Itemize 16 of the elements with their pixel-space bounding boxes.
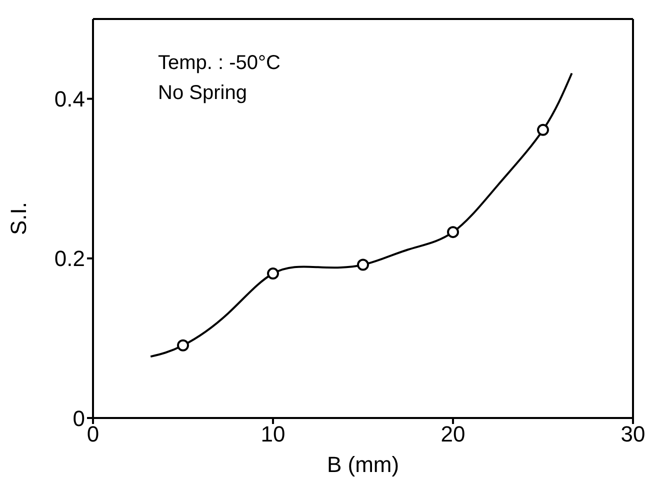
x-tick-label: 20: [440, 422, 466, 447]
y-axis-title: S.I.: [6, 202, 31, 236]
annotation: No Spring: [158, 81, 248, 106]
line-series: [150, 72, 573, 358]
point: [267, 268, 279, 280]
point: [537, 124, 549, 136]
y-tick-label: 0.4: [54, 86, 85, 112]
point: [357, 258, 369, 271]
point: [177, 339, 189, 352]
y-tick-label: 0.2: [54, 246, 85, 272]
x-axis-title: B (mm): [326, 452, 400, 477]
annotation: Temp. : -50°C: [158, 51, 280, 76]
y-tick-label: 0: [72, 406, 85, 431]
x-tick-label: 30: [620, 422, 646, 447]
x-tick-label: 10: [260, 422, 286, 447]
point: [447, 226, 459, 238]
